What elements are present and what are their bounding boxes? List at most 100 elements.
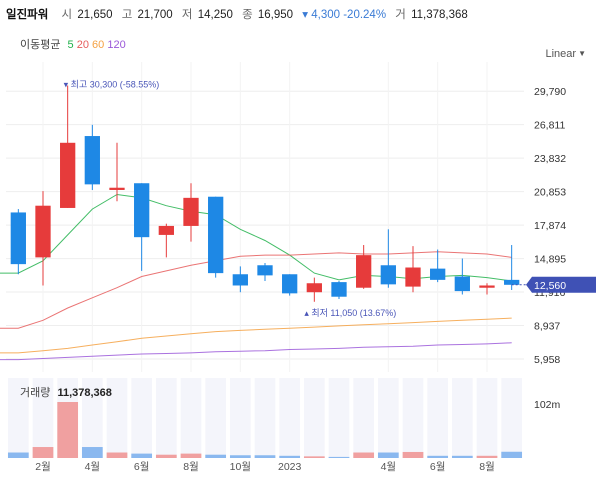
volume-slot — [451, 378, 473, 458]
volume-bar — [279, 455, 301, 458]
volume-slot — [377, 378, 399, 458]
ma-5-item[interactable]: 5 — [67, 39, 74, 51]
volume-slot — [81, 378, 103, 458]
volume-label: 거 — [395, 9, 406, 21]
ma-60-line — [0, 317, 512, 354]
y-tick-label: 8,937 — [534, 321, 560, 333]
volume-slot — [501, 378, 523, 458]
high-value: 21,700 — [137, 9, 173, 21]
candle-body — [306, 283, 322, 293]
ma-legend-label: 이동평균 — [20, 39, 61, 51]
volume-bar — [427, 455, 449, 458]
volume-bar — [106, 452, 128, 458]
moving-average-legend[interactable]: 이동평균 5 20 60 120 — [20, 36, 126, 52]
y-tick-label: 14,895 — [534, 254, 566, 266]
volume-bar — [476, 455, 498, 458]
candle-body — [232, 274, 248, 286]
volume-axis-tick: 102m — [534, 399, 561, 411]
volume-bar — [328, 456, 350, 458]
volume-slot — [303, 378, 325, 458]
candle-body — [35, 205, 51, 258]
current-price-badge — [526, 276, 596, 293]
volume-slot — [229, 378, 251, 458]
volume-bar — [451, 455, 473, 458]
candle-body — [430, 268, 446, 280]
volume-slot — [328, 378, 350, 458]
stock-name: 일진파워 — [6, 9, 49, 21]
candle-body — [282, 274, 298, 294]
candle-body — [479, 285, 495, 288]
ma-20-line — [0, 251, 512, 329]
volume-bar — [353, 452, 375, 458]
volume-slot — [131, 378, 153, 458]
x-tick-label: 8월 — [183, 461, 199, 473]
x-tick-label: 4월 — [381, 461, 397, 473]
x-tick-label: 2월 — [35, 461, 51, 473]
volume-slot — [402, 378, 424, 458]
y-tick-label: 26,811 — [534, 120, 565, 132]
candle-body — [331, 282, 347, 297]
close-label: 종 — [242, 9, 253, 21]
scale-toggle[interactable]: Linear ▼ — [546, 48, 587, 60]
candle-body — [380, 265, 396, 285]
ma-120-item[interactable]: 120 — [107, 39, 126, 51]
y-tick-label: 17,874 — [534, 220, 566, 232]
candle-body — [183, 197, 199, 226]
ma-60-item[interactable]: 60 — [92, 39, 105, 51]
volume-bar — [501, 451, 523, 458]
x-tick-label: 8월 — [479, 461, 495, 473]
volume-bar — [180, 453, 202, 458]
low-value: 14,250 — [197, 9, 233, 21]
low-label: 저 — [181, 9, 193, 21]
x-tick-label: 10월 — [230, 461, 251, 473]
volume-slot — [279, 378, 301, 458]
y-tick-label: 23,832 — [534, 153, 566, 165]
volume-panel-label: 거래량 11,378,368 — [20, 384, 112, 400]
y-tick-label: 5,958 — [534, 354, 560, 366]
x-tick-label: 6월 — [134, 461, 150, 473]
candle-body — [158, 225, 174, 235]
volume-slot — [106, 378, 128, 458]
ma-5-line — [0, 193, 512, 282]
volume-bar — [32, 447, 54, 458]
candle-body — [60, 142, 76, 208]
open-label: 시 — [61, 9, 73, 21]
x-tick-label: 4월 — [85, 461, 101, 473]
volume-bar — [303, 456, 325, 458]
volume-bar — [81, 447, 103, 458]
volume-bar — [229, 455, 251, 458]
candle-body — [134, 183, 150, 238]
candle-body — [84, 136, 100, 185]
volume-bar — [155, 454, 177, 458]
x-tick-label: 6월 — [430, 461, 446, 473]
ma-20-item[interactable]: 20 — [76, 39, 89, 51]
volume-slot — [155, 378, 177, 458]
ma-120-line — [0, 342, 512, 361]
y-tick-label: 29,790 — [534, 86, 566, 98]
x-tick-label: 2023 — [278, 461, 302, 473]
open-value: 21,650 — [77, 9, 113, 21]
volume-bar — [57, 402, 79, 458]
min-price-annotation: ▴ 최저 11,050 (13.67%) — [304, 308, 396, 318]
change-text: ▾ 4,300 -20.24% — [302, 9, 387, 21]
current-price-label: 12,560 — [534, 280, 566, 292]
candle-body — [109, 187, 125, 190]
volume-panel-value: 11,378,368 — [57, 387, 112, 399]
volume-bar — [205, 454, 227, 458]
candle-body — [356, 255, 372, 288]
quote-header: 일진파워 시 21,650 고 21,700 저 14,250 종 16,950… — [6, 6, 596, 26]
candle-body — [257, 265, 273, 276]
volume-slot — [254, 378, 276, 458]
volume-slot — [353, 378, 375, 458]
close-value: 16,950 — [257, 9, 294, 21]
candle-body — [405, 267, 421, 287]
scale-toggle-label: Linear — [545, 48, 577, 60]
volume-slot — [476, 378, 498, 458]
volume-panel-title: 거래량 — [20, 387, 51, 399]
y-tick-label: 20,853 — [534, 187, 566, 199]
chevron-down-icon: ▼ — [578, 49, 586, 58]
candle-body — [10, 212, 26, 265]
candle-body — [208, 196, 224, 274]
volume-value: 11,378,368 — [411, 9, 468, 21]
